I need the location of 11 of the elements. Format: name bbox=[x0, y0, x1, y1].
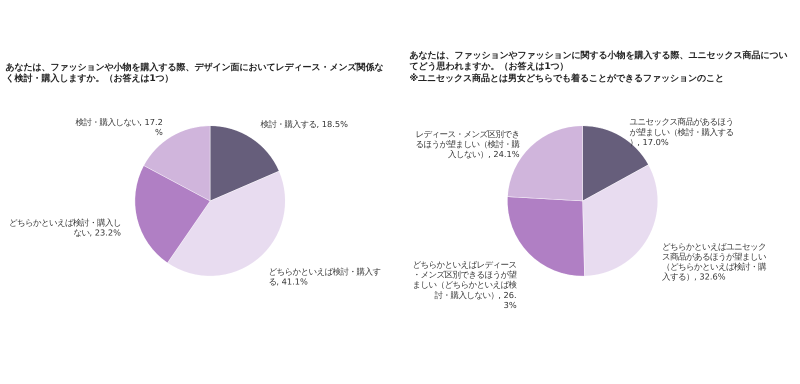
chart-subtitle: ※ユニセックス商品とは男女どちらでも着ることができるファッションのこと bbox=[409, 72, 724, 84]
slice-label: どちらかといえばレディース・メンズ区別できるほうが望ましい（どちらかといえば検討・購入しない）, 26.3% bbox=[412, 260, 517, 310]
slice-label: ユニセックス商品があるほうが望ましい（検討・購入する）, 17.0% bbox=[629, 116, 734, 147]
slice-label: 検討・購入しない, 17.2% bbox=[75, 117, 164, 138]
chart-title: あなたは、ファッションや小物を購入する際、デザイン面においてレディース・メンズ関係なく検討・購入しますか。（お答えは1つ） bbox=[5, 62, 384, 84]
slice-label: どちらかといえば検討・購入する, 41.1% bbox=[268, 266, 380, 287]
slice-label: 検討・購入する, 18.5% bbox=[260, 119, 348, 130]
slice-label: どちらかといえば検討・購入しない, 23.2% bbox=[8, 217, 122, 238]
slice-label: レディース・メンズ区別できるほうが望ましい（検討・購入しない）, 24.1% bbox=[416, 129, 520, 160]
slice-label: どちらかといえばユニセックス商品があるほうが望ましい（どちらかといえば検討・購入する）, 32.6% bbox=[662, 241, 766, 282]
chart-title: あなたは、ファッションやファッションに関する小物を購入する際、ユニセックス商品についてどう思われますか。（お答えは1つ） bbox=[409, 50, 788, 72]
